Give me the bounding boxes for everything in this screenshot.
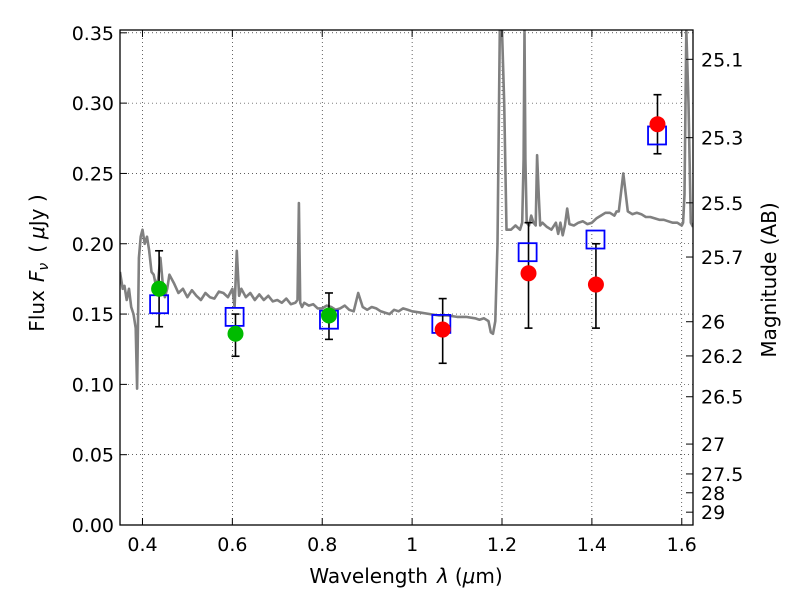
y2-tick-label: 25.3: [701, 128, 743, 150]
y2-tick-label: 26: [701, 312, 725, 334]
y2-tick-label: 27: [701, 434, 725, 456]
x-tick-label: 1.2: [487, 534, 517, 556]
y-tick-label: 0.05: [72, 445, 114, 467]
x-tick-label: 1.6: [667, 534, 697, 556]
x-axis-label-unit-suffix: m): [475, 564, 502, 588]
y2-tick-label: 25.7: [701, 247, 743, 269]
x-axis-label: Wavelength λ (μm): [309, 564, 502, 588]
y-tick-label: 0.30: [72, 93, 114, 115]
y-axis-label-text: Flux: [25, 290, 49, 332]
y2-tick-label: 26.2: [701, 346, 743, 368]
y-tick-label: 0.35: [72, 23, 114, 45]
model-square: [517, 242, 538, 263]
y2-tick-label: 28: [701, 483, 725, 505]
axis-ticks: 0.4 0.6 0.8 1 1.2 1.4 1.6 0.00 0.05 0.10 0.15 0.20 0…: [72, 23, 744, 556]
model-photometry-squares: [149, 125, 667, 334]
y2-axis-label: Magnitude (AB): [757, 202, 781, 357]
y-axis-label-symbol: F: [25, 270, 49, 282]
x-axis-label-symbol: λ: [436, 564, 449, 588]
y-tick-label: 0.00: [72, 515, 114, 537]
y-axis-label: Flux Fν ( μJy ): [25, 194, 52, 331]
x-tick-label: 1.4: [577, 534, 607, 556]
grid-lines: [120, 30, 693, 526]
observed-point: [649, 116, 666, 133]
observed-photometry-points: [151, 116, 666, 342]
y2-tick-label: 26.5: [701, 387, 743, 409]
observed-point: [587, 276, 604, 293]
x-tick-label: 1: [406, 534, 418, 556]
plot-frame: [119, 29, 694, 526]
x-tick-label: 0.8: [307, 534, 337, 556]
x-axis-label-text: Wavelength: [309, 564, 428, 588]
x-axis-label-unit-open: (: [455, 564, 463, 588]
observed-point: [227, 325, 244, 342]
y-axis-label-unit-mu: μ: [25, 226, 49, 240]
error-bars: [155, 93, 662, 365]
x-tick-label: 0.4: [127, 534, 157, 556]
y-axis-label-subscript: ν: [36, 263, 52, 271]
y-tick-label: 0.15: [72, 304, 114, 326]
y2-tick-label: 27.5: [701, 464, 743, 486]
y-axis-label-unit-suffix: Jy ): [25, 194, 49, 228]
y2-tick-label: 25.5: [701, 193, 743, 215]
observed-point: [320, 307, 337, 324]
y-tick-label: 0.10: [72, 374, 114, 396]
observed-point: [434, 321, 451, 338]
y2-tick-label: 29: [701, 502, 725, 524]
spectrum-line: [120, 30, 693, 390]
model-square: [224, 306, 245, 327]
y-axis-label-unit-open: (: [25, 245, 49, 253]
x-tick-label: 0.6: [217, 534, 247, 556]
y-tick-label: 0.20: [72, 234, 114, 256]
x-axis-label-unit-mu: μ: [462, 564, 476, 588]
observed-point: [151, 280, 168, 297]
model-square: [585, 229, 606, 250]
y-tick-label: 0.25: [72, 163, 114, 185]
observed-point: [520, 265, 537, 282]
y2-tick-label: 25.1: [701, 49, 743, 71]
model-spectrum: [120, 30, 693, 390]
